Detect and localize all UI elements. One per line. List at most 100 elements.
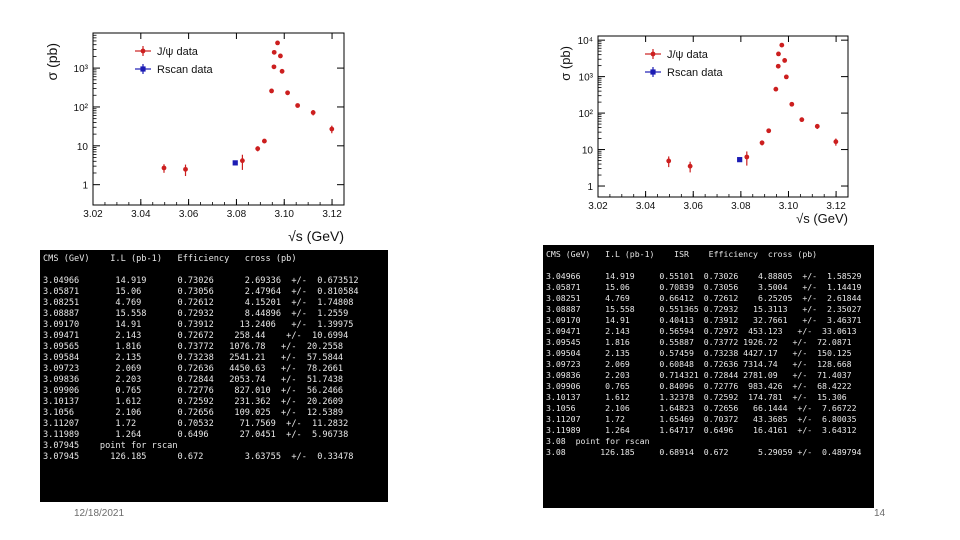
data-table-left: CMS (GeV) I.L (pb-1) Efficiency cross (p… [40, 250, 388, 502]
table-row: CMS (GeV) I.L (pb-1) Efficiency cross (p… [43, 254, 297, 264]
y-tick-label: 10³ [579, 73, 594, 84]
data-point-jpsi [279, 68, 285, 74]
table-row [43, 265, 385, 276]
x-tick-label: 3.06 [179, 209, 199, 220]
table-row: 3.11207 1.72 0.70532 71.7569 +/- 11.2832 [43, 419, 349, 429]
table-row: 3.10137 1.612 1.32378 0.72592 174.781 +/… [546, 392, 847, 402]
data-point-jpsi [779, 42, 785, 48]
table-row: 3.09906 0.765 0.72776 827.010 +/- 56.246… [43, 386, 344, 396]
table-row: 3.08251 4.769 0.66412 0.72612 6.25205 +/… [546, 293, 862, 303]
y-tick-label: 10² [74, 103, 89, 114]
legend-label: J/ψ data [667, 49, 709, 61]
table-row: 3.1056 2.106 0.72656 109.025 +/- 12.5389 [43, 408, 344, 418]
data-point-jpsi [278, 53, 283, 59]
legend-marker-jpsi [140, 48, 146, 54]
data-point-jpsi [799, 117, 805, 123]
data-point-jpsi [789, 101, 795, 107]
data-point-jpsi [773, 86, 779, 92]
x-tick-label: 3.06 [684, 201, 704, 212]
data-point-jpsi [271, 64, 277, 70]
y-tick-label: 1 [82, 181, 88, 192]
table-row: 3.09906 0.765 0.84096 0.72776 983.426 +/… [546, 381, 852, 391]
chart-right: 3.02 3.04 3.06 3.08 3.10 3.12 1 10 10² 10³ 10⁴ √s (… [558, 35, 849, 226]
x-tick-label: 3.02 [83, 209, 103, 220]
table-row: 3.07945 126.185 0.672 3.63755 +/- 0.3347… [43, 452, 354, 462]
table-row: 3.11989 1.264 0.6496 27.0451 +/- 5.96738 [43, 430, 349, 440]
data-point-jpsi [269, 88, 274, 94]
data-point-jpsi [666, 158, 672, 164]
data-point-jpsi [271, 49, 277, 55]
table-row: 3.08251 4.769 0.72612 4.15201 +/- 1.7480… [43, 298, 354, 308]
data-point-jpsi [183, 166, 188, 172]
page-number: 14 [874, 508, 886, 519]
table-row: 3.11207 1.72 1.65469 0.70372 43.3685 +/-… [546, 414, 857, 424]
legend-marker-jpsi [650, 51, 656, 57]
table-row: 3.09504 2.135 0.57459 0.73238 4427.17 +/… [546, 348, 852, 358]
data-point-jpsi [775, 63, 781, 69]
legend-label: J/ψ data [157, 46, 199, 58]
table-row: 3.08 126.185 0.68914 0.672 5.29059 +/- 0… [546, 447, 862, 457]
table-row: CMS (GeV) I.L (pb-1) ISR Efficiency cros… [546, 249, 818, 259]
table-row: 3.09471 2.143 0.56594 0.72972 453.123 +/… [546, 326, 857, 336]
y-axis-label: σ (pb) [44, 43, 60, 80]
legend-label: Rscan data [667, 67, 724, 79]
table-row: 3.09471 2.143 0.72672 258.44 +/- 10.6994 [43, 331, 349, 341]
x-axis-label: √s (GeV) [288, 228, 344, 244]
data-table-right: CMS (GeV) I.L (pb-1) ISR Efficiency cros… [543, 245, 874, 508]
table-row: 3.08887 15.558 0.72932 8.44896 +/- 1.255… [43, 309, 349, 319]
y-tick-label: 10 [582, 146, 594, 157]
table-row: 3.04966 14.919 0.55101 0.73026 4.88805 +… [546, 271, 862, 281]
y-tick-label: 1 [587, 182, 593, 193]
y-axis-label: σ (pb) [558, 46, 573, 81]
table-row: 3.09723 2.069 0.60848 0.72636 7314.74 +/… [546, 359, 852, 369]
x-tick-label: 3.08 [731, 201, 751, 212]
x-tick-label: 3.02 [588, 201, 608, 212]
data-point-jpsi [255, 146, 261, 152]
x-tick-label: 3.12 [826, 201, 846, 212]
x-tick-label: 3.08 [227, 209, 247, 220]
table-row: 3.11989 1.264 1.64717 0.6496 16.4161 +/-… [546, 425, 857, 435]
data-point-rscan [737, 157, 743, 163]
data-point-jpsi [161, 165, 167, 171]
table-row: 3.05871 15.06 0.70839 0.73056 3.5004 +/-… [546, 282, 862, 292]
table-row: 3.09836 2.203 0.714321 0.72844 2781.09 +… [546, 370, 852, 380]
table-row: 3.09170 14.91 0.40413 0.73912 32.7661 +/… [546, 315, 862, 325]
data-point-jpsi [776, 51, 781, 57]
data-point-jpsi [814, 123, 820, 129]
table-row: 3.04966 14.919 0.73026 2.69336 +/- 0.673… [43, 276, 359, 286]
data-point-jpsi [782, 58, 788, 63]
data-point-jpsi [310, 110, 316, 115]
table-row: 3.1056 2.106 1.64823 0.72656 66.1444 +/-… [546, 403, 857, 413]
y-tick-label: 10³ [74, 64, 89, 75]
plot-frame [597, 35, 849, 198]
table-row: 3.08 point for rscan [546, 436, 650, 446]
table-row: 3.09170 14.91 0.73912 13.2406 +/- 1.3997… [43, 320, 354, 330]
chart-right-panel: 3.02 3.04 3.06 3.08 3.10 3.12 1 10 10² 10³ 10⁴ √s (… [552, 30, 852, 230]
legend-marker-rscan [140, 66, 146, 72]
legend-marker-rscan [650, 69, 656, 75]
legend-label: Rscan data [157, 64, 214, 76]
data-point-jpsi [285, 90, 290, 96]
data-point-jpsi [783, 74, 789, 80]
table-row: 3.05871 15.06 0.73056 2.47964 +/- 0.8105… [43, 287, 359, 297]
table-row: 3.09584 2.135 0.73238 2541.21 +/- 57.584… [43, 353, 344, 363]
table-row: 3.09723 2.069 0.72636 4450.63 +/- 78.266… [43, 364, 344, 374]
table-row: 3.09565 1.816 0.73772 1076.78 +/- 20.255… [43, 342, 344, 352]
data-point-jpsi [275, 40, 280, 46]
table-row [546, 260, 871, 271]
y-tick-label: 10⁴ [578, 36, 593, 47]
data-point-jpsi [766, 128, 772, 134]
y-tick-label: 10² [579, 109, 594, 120]
data-point-rscan [232, 160, 238, 166]
data-point-jpsi [240, 158, 245, 164]
x-tick-label: 3.12 [322, 209, 342, 220]
table-row: 3.09545 1.816 0.55887 0.73772 1926.72 +/… [546, 337, 852, 347]
data-point-jpsi [261, 138, 267, 144]
data-point-jpsi [295, 103, 301, 108]
plot-frame [92, 32, 345, 206]
table-row: 3.09836 2.203 0.72844 2053.74 +/- 51.743… [43, 375, 344, 385]
table-row: 3.08887 15.558 0.551365 0.72932 15.3113 … [546, 304, 862, 314]
x-axis-label: √s (GeV) [796, 211, 848, 226]
footer-date: 12/18/2021 [74, 508, 125, 519]
y-tick-label: 10 [77, 142, 89, 153]
